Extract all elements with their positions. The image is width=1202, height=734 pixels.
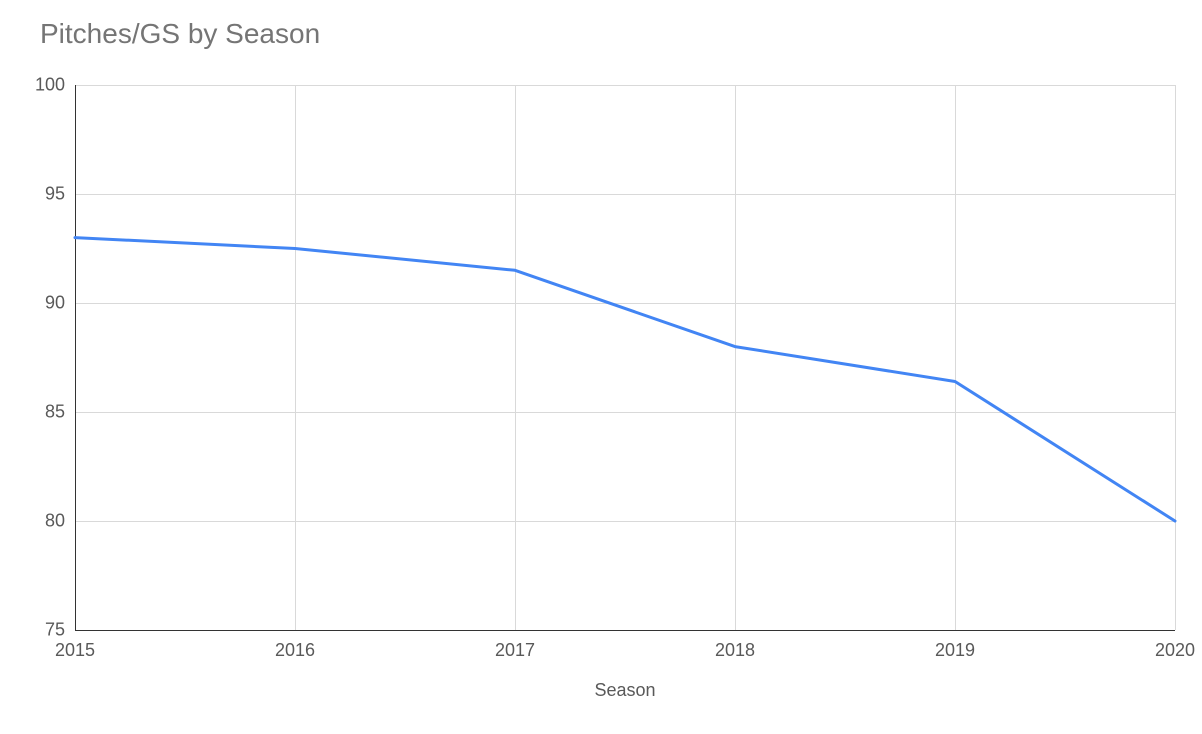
chart-title: Pitches/GS by Season (40, 18, 320, 50)
x-tick-label: 2019 (935, 640, 975, 661)
y-tick-label: 95 (45, 184, 65, 205)
x-tick-label: 2018 (715, 640, 755, 661)
x-axis-title: Season (594, 680, 655, 701)
y-tick-label: 85 (45, 402, 65, 423)
y-tick-label: 80 (45, 511, 65, 532)
x-tick-label: 2015 (55, 640, 95, 661)
line-layer (75, 85, 1175, 630)
y-tick-label: 90 (45, 293, 65, 314)
plot-area (75, 85, 1175, 630)
y-tick-label: 100 (35, 75, 65, 96)
x-tick-label: 2016 (275, 640, 315, 661)
chart-container: Pitches/GS by Season Season 75 80 85 90 95 10… (0, 0, 1202, 734)
series-line (75, 238, 1175, 521)
plot-right-edge (1175, 85, 1176, 630)
x-tick-label: 2017 (495, 640, 535, 661)
y-tick-label: 75 (45, 620, 65, 641)
x-tick-label: 2020 (1155, 640, 1195, 661)
x-axis-line (75, 630, 1175, 631)
